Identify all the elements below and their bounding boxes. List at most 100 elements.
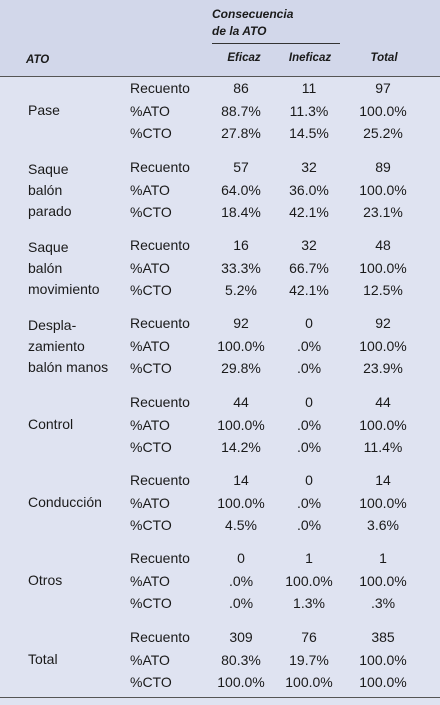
stat-label: %ATO [130, 651, 170, 668]
cell-total: 100.0% [359, 102, 407, 119]
cell-ineficaz: 1.3% [293, 595, 325, 611]
column-group-divider [212, 43, 340, 44]
stat-label: %CTO [130, 439, 172, 455]
cell-ineficaz: 32 [301, 159, 317, 175]
cell-total: 23.1% [363, 204, 403, 220]
cell-total: 97 [375, 80, 391, 96]
cell-total: 3.6% [367, 517, 399, 533]
stat-label: %ATO [130, 494, 170, 511]
stat-label: Recuento [130, 472, 190, 488]
row-group-label-line: balón [28, 260, 63, 276]
cell-total: 100.0% [359, 572, 407, 589]
stat-label: %CTO [130, 282, 172, 298]
cell-ineficaz: .0% [296, 416, 322, 433]
cell-total: 92 [375, 315, 391, 331]
cell-ineficaz: .0% [296, 360, 322, 376]
column-header-ineficaz: Ineficaz [288, 52, 332, 64]
cell-total: 11.4% [363, 439, 403, 455]
cell-total: .3% [370, 595, 396, 611]
stat-label: %ATO [130, 259, 170, 276]
cell-ineficaz: 100.0% [285, 674, 333, 690]
cell-eficaz: 80.3% [221, 651, 261, 668]
cell-eficaz: .0% [228, 572, 254, 589]
table-row: %ATO 100.0% .0% 100.0% [0, 495, 440, 517]
cell-ineficaz: 100.0% [285, 572, 333, 589]
cell-ineficaz: 66.7% [289, 259, 329, 276]
cell-ineficaz: 42.1% [289, 282, 329, 298]
stat-label: Recuento [130, 394, 190, 410]
cell-ineficaz: 0 [305, 315, 313, 331]
table-row: Recuento 92 0 92 [0, 315, 440, 337]
cell-eficaz: 44 [233, 394, 249, 410]
row-group-label-line: parado [28, 203, 72, 219]
cell-total: 25.2% [363, 125, 403, 141]
cell-eficaz: 100.0% [217, 494, 265, 511]
cell-eficaz: 16 [233, 237, 249, 253]
stat-label: %ATO [130, 416, 170, 433]
row-group-label: Despla-zamiento balón manos [28, 315, 108, 378]
table-row: Recuento 44 0 44 [0, 394, 440, 416]
cell-eficaz: 14.2% [221, 439, 261, 455]
row-group: Total Recuento 309 76 385 %ATO 80.3% 19.7% 100.0… [0, 627, 440, 705]
table-row: %ATO .0% 100.0% 100.0% [0, 573, 440, 595]
cell-total: 48 [375, 237, 391, 253]
cell-total: 14 [375, 472, 391, 488]
table-row: %CTO 29.8% .0% 23.9% [0, 360, 440, 382]
table-bottom-divider [0, 697, 440, 698]
row-group-label-line: Saque [28, 161, 69, 177]
row-group-label-line: balón manos [28, 359, 109, 375]
cell-total: 100.0% [359, 651, 407, 668]
cell-total: 100.0% [359, 494, 407, 511]
cell-total: 385 [371, 629, 395, 645]
table-row: %ATO 88.7% 11.3% 100.0% [0, 103, 440, 125]
stat-label: Recuento [130, 159, 190, 175]
row-group: Saque balón parado Recuento 57 32 89 %ATO 64.0% 3… [0, 157, 440, 235]
cell-ineficaz: 36.0% [289, 181, 329, 198]
table-row: %ATO 64.0% 36.0% 100.0% [0, 182, 440, 204]
stat-label: %ATO [130, 337, 170, 354]
cell-eficaz: 18.4% [221, 204, 261, 220]
cell-ineficaz: 1 [305, 550, 313, 566]
table-row: %CTO 27.8% 14.5% 25.2% [0, 125, 440, 147]
table-row: Recuento 57 32 89 [0, 159, 440, 181]
stat-label: %CTO [130, 360, 172, 376]
column-group-header: Consecuencia de la ATO [212, 6, 342, 40]
table-row: %CTO 5.2% 42.1% 12.5% [0, 282, 440, 304]
row-group-label-line: Control [28, 416, 74, 432]
header-divider [0, 76, 440, 77]
stat-label: %ATO [130, 181, 170, 198]
cell-eficaz: 33.3% [221, 259, 261, 276]
table-row: %ATO 80.3% 19.7% 100.0% [0, 652, 440, 674]
row-group-label-line: Saque [28, 239, 69, 255]
row-group-label: Saque balón movimiento [28, 237, 100, 300]
row-group-label-line: Conducción [28, 494, 102, 510]
cell-total: 23.9% [363, 360, 403, 376]
cell-ineficaz: 0 [305, 394, 313, 410]
cell-eficaz: 64.0% [221, 181, 261, 198]
row-group-label: Otros [28, 570, 62, 591]
column-group-header-line1: Consecuencia [212, 7, 294, 21]
row-group: Saque balón movimiento Recuento 16 32 48 %ATO 33… [0, 235, 440, 313]
table-row: %CTO 18.4% 42.1% 23.1% [0, 204, 440, 226]
cell-total: 89 [375, 159, 391, 175]
column-header-eficaz: Eficaz [227, 52, 261, 64]
cell-eficaz: 88.7% [221, 102, 261, 119]
table-row: Recuento 14 0 14 [0, 472, 440, 494]
table-row: %ATO 100.0% .0% 100.0% [0, 417, 440, 439]
table-header: Consecuencia de la ATO ATO Eficaz Inefic… [0, 0, 440, 76]
row-group-label: Pase [28, 100, 60, 121]
cell-ineficaz: .0% [296, 337, 322, 354]
cell-eficaz: 4.5% [225, 517, 257, 533]
row-group: Despla-zamiento balón manos Recuento 92 0 92%… [0, 313, 440, 391]
cell-ineficaz: 42.1% [289, 204, 329, 220]
table-row: %CTO 4.5% .0% 3.6% [0, 517, 440, 539]
table-row: Recuento 0 1 1 [0, 550, 440, 572]
cell-eficaz: 92 [233, 315, 249, 331]
row-group-label-line: zamiento [28, 338, 85, 354]
row-group: Control Recuento 44 0 44 %ATO 100.0% .0% 100.0%%… [0, 392, 440, 470]
row-group-label-line: balón [28, 182, 63, 198]
cell-total: 100.0% [359, 416, 407, 433]
cell-eficaz: .0% [228, 595, 254, 611]
cell-ineficaz: .0% [296, 517, 322, 533]
